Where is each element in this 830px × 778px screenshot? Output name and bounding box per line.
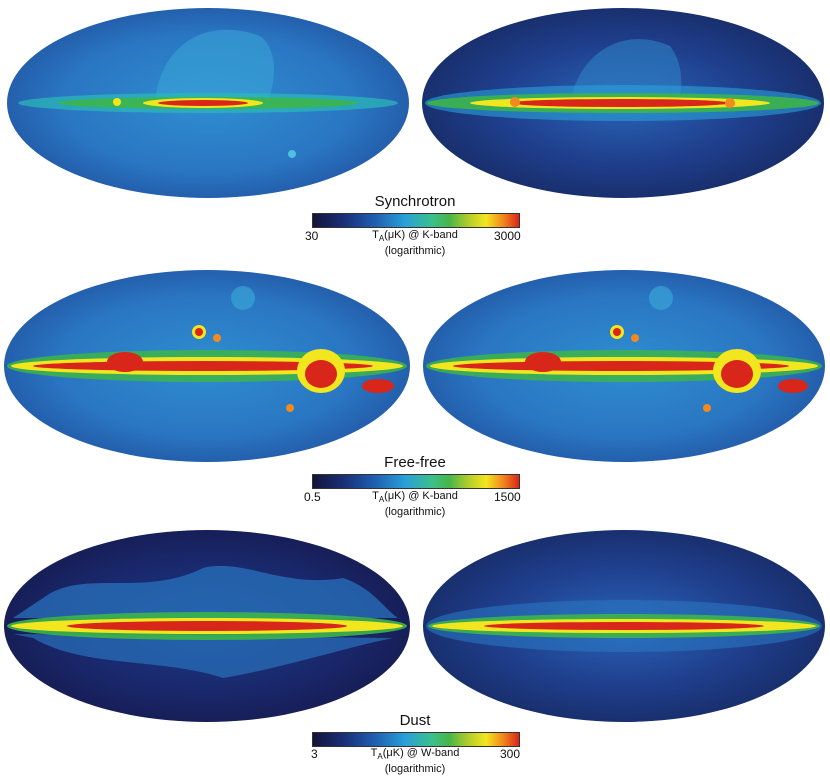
synchrotron-colorbar — [312, 213, 520, 228]
synchrotron-sky-map — [422, 8, 824, 198]
synchrotron-unit-label: TA(μK) @ K-band (logarithmic) — [372, 229, 458, 258]
free-free-title: Free-free — [384, 454, 446, 471]
free-free-colorbar — [312, 474, 520, 489]
synchrotron-sky-map — [7, 8, 409, 198]
dust-sky-map — [4, 530, 410, 722]
synchrotron-scale-min: 30 — [305, 229, 319, 243]
dust-unit-label: TA(μK) @ W-band (logarithmic) — [370, 747, 460, 776]
synchrotron-title: Synchrotron — [374, 193, 456, 210]
dust-scale-max: 300 — [500, 747, 521, 761]
free-free-sky-map — [423, 270, 825, 462]
free-free-scale-max: 1500 — [494, 490, 521, 504]
free-free-unit-label: TA(μK) @ K-band (logarithmic) — [372, 490, 458, 519]
dust-sky-map — [423, 530, 825, 722]
dust-title: Dust — [399, 712, 431, 729]
free-free-sky-map — [4, 270, 410, 462]
free-free-scale-min: 0.5 — [304, 490, 321, 504]
synchrotron-scale-max: 3000 — [494, 229, 521, 243]
dust-colorbar — [312, 732, 520, 747]
dust-scale-min: 3 — [311, 747, 318, 761]
